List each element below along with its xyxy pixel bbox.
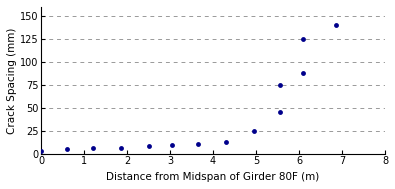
Point [251,129,257,132]
Point [117,147,124,150]
Point [276,110,283,113]
X-axis label: Distance from Midspan of Girder 80F (m): Distance from Midspan of Girder 80F (m) [106,172,320,182]
Point [300,38,307,41]
Point [64,148,70,151]
Point [195,142,201,145]
Point [169,143,175,146]
Point [145,145,152,148]
Point [223,140,229,143]
Point [333,24,339,27]
Point [38,149,44,153]
Point [90,147,96,150]
Point [276,83,283,86]
Point [300,71,307,74]
Y-axis label: Crack Spacing (mm): Crack Spacing (mm) [7,27,17,133]
